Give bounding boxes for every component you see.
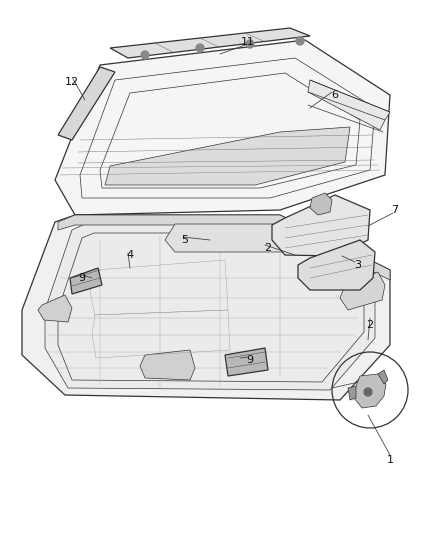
Polygon shape <box>70 268 102 294</box>
Polygon shape <box>165 224 295 252</box>
Polygon shape <box>58 215 390 280</box>
Polygon shape <box>22 215 390 400</box>
Text: 12: 12 <box>65 77 79 87</box>
Polygon shape <box>225 348 268 376</box>
Text: 2: 2 <box>367 320 374 330</box>
Text: 4: 4 <box>127 250 134 260</box>
Polygon shape <box>58 67 115 140</box>
Polygon shape <box>110 28 310 58</box>
Circle shape <box>246 40 254 48</box>
Circle shape <box>364 388 372 396</box>
Polygon shape <box>340 272 385 310</box>
Text: 9: 9 <box>247 355 254 365</box>
Circle shape <box>196 44 204 52</box>
Polygon shape <box>105 127 350 185</box>
Circle shape <box>141 51 149 59</box>
Polygon shape <box>272 195 370 256</box>
Text: 2: 2 <box>265 243 272 253</box>
Text: 1: 1 <box>386 455 393 465</box>
Circle shape <box>296 37 304 45</box>
Text: 6: 6 <box>332 90 339 100</box>
Polygon shape <box>308 80 390 130</box>
Polygon shape <box>55 40 390 215</box>
Polygon shape <box>378 370 388 384</box>
Polygon shape <box>298 240 375 290</box>
Polygon shape <box>348 386 356 400</box>
Text: 11: 11 <box>241 37 255 47</box>
Text: 9: 9 <box>78 273 85 283</box>
Polygon shape <box>140 350 195 380</box>
Text: 7: 7 <box>392 205 399 215</box>
Polygon shape <box>38 295 72 322</box>
Text: 5: 5 <box>181 235 188 245</box>
Text: 3: 3 <box>354 260 361 270</box>
Polygon shape <box>45 224 375 390</box>
Polygon shape <box>354 374 386 408</box>
Polygon shape <box>310 193 332 215</box>
